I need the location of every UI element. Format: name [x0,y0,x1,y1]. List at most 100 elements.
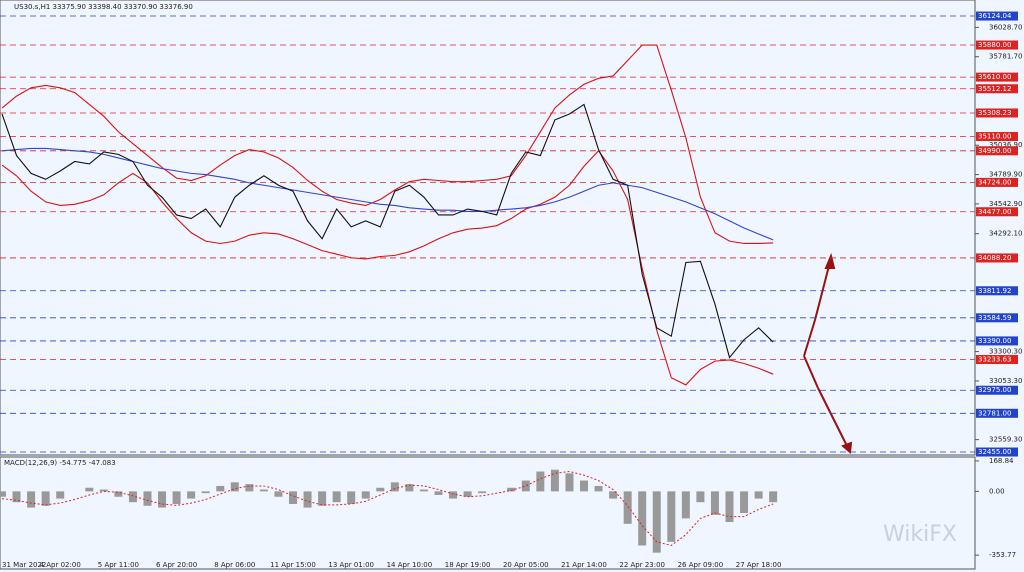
macd-bar [405,484,414,492]
level-label-box [976,253,1018,263]
macd-bar [638,491,647,546]
macd-panel [0,456,976,570]
level-label: 33233.63 [978,356,1011,364]
macd-bar [41,491,50,506]
macd-bar [114,491,123,497]
macd-bar [667,491,676,542]
series-line [1,149,774,386]
macd-bar [158,491,167,508]
macd-bar [463,491,472,497]
macd-bar [580,480,588,492]
y-tick-label: 34789.90 [989,171,1022,179]
macd-bar [361,491,370,499]
series-line [1,44,774,245]
macd-bar [376,487,385,492]
level-label: 36124.04 [978,12,1012,20]
x-tick-label: 20 Apr 05:00 [503,561,549,569]
y-tick-label: -353.77 [989,551,1016,559]
macd-bar [332,491,341,503]
level-label-box [976,207,1018,217]
level-label-box [976,108,1018,118]
level-label-box [976,385,1018,395]
level-label: 32781.00 [978,409,1011,417]
macd-bar [274,491,283,497]
macd-bar [565,473,574,492]
macd-bar [172,491,181,504]
x-tick-label: 27 Apr 18:00 [736,561,782,569]
macd-bar [769,491,778,503]
x-tick-label: 4 Apr 02:00 [40,561,81,569]
x-tick-label: 5 Apr 11:00 [98,561,139,569]
level-label: 35880.00 [978,41,1011,49]
y-tick-label: 32559.30 [989,436,1022,444]
macd-bar [85,487,94,492]
macd-bar [0,491,6,497]
level-label: 34088.20 [978,254,1011,262]
macd-bar [289,491,297,504]
x-tick-label: 31 Mar 2022 [2,561,46,569]
x-tick-label: 13 Apr 01:00 [328,561,374,569]
macd-bar [201,491,210,494]
macd-bar [725,491,734,523]
macd-bar [216,485,225,492]
macd-bar [754,491,763,499]
level-label: 33390.00 [978,337,1011,345]
macd-bar [27,491,36,508]
macd-bar [259,489,268,492]
macd-bar [478,491,487,494]
macd-bar [245,484,254,492]
level-label-box [976,40,1018,50]
y-tick-label: 168.84 [989,457,1014,465]
level-label: 35512.12 [978,85,1011,93]
y-tick-label: 34542.90 [989,200,1022,208]
macd-bar [347,491,356,504]
macd-bar [681,491,690,519]
level-label: 32455.00 [978,448,1011,456]
level-label-box [976,408,1018,418]
macd-bar [390,482,399,492]
y-tick-label: 0.00 [989,487,1005,495]
level-label-box [976,11,1018,21]
macd-bar [507,487,516,492]
macd-bar [318,491,327,506]
macd-bar [143,491,152,506]
macd-bar [449,491,458,499]
macd-bar [99,489,108,492]
level-label-box [976,336,1018,346]
level-label: 34477.00 [978,208,1011,216]
level-label-box [976,286,1018,296]
macd-bar [56,491,65,499]
level-label-box [976,146,1018,156]
macd-bar [187,491,196,499]
y-tick-label: 33300.30 [989,348,1022,356]
level-label: 35308.23 [978,109,1011,117]
macd-bar [740,491,749,513]
macd-bar [609,491,618,499]
macd-bar [550,469,559,492]
x-tick-label: 21 Apr 14:00 [561,561,607,569]
macd-bar [230,482,239,492]
y-tick-label: 33053.30 [989,377,1022,385]
x-tick-label: 26 Apr 09:00 [678,561,724,569]
level-label-box [976,313,1018,323]
level-label-box [976,177,1018,187]
level-label: 33811.92 [978,287,1011,295]
y-tick-label: 36028.70 [989,23,1022,31]
macd-bar [419,489,428,492]
x-tick-label: 18 Apr 19:00 [445,561,491,569]
level-label-box [976,132,1018,142]
level-label: 34990.00 [978,147,1011,155]
level-label: 32975.00 [978,386,1011,394]
macd-title: MACD(12,26,9) -54.775 -47.083 [4,459,116,467]
macd-bar [303,491,312,508]
series-line [1,103,774,359]
macd-bar [623,491,632,524]
macd-bar [12,491,21,503]
x-tick-label: 8 Apr 06:00 [214,561,255,569]
level-label-box [976,447,1018,457]
level-label: 33584.59 [978,314,1011,322]
level-label: 34724.00 [978,178,1011,186]
macd-bar [536,471,545,492]
chart-title: US30.s,H1 33375.90 33398.40 33370.90 333… [14,3,193,11]
x-tick-label: 11 Apr 15:00 [270,561,316,569]
